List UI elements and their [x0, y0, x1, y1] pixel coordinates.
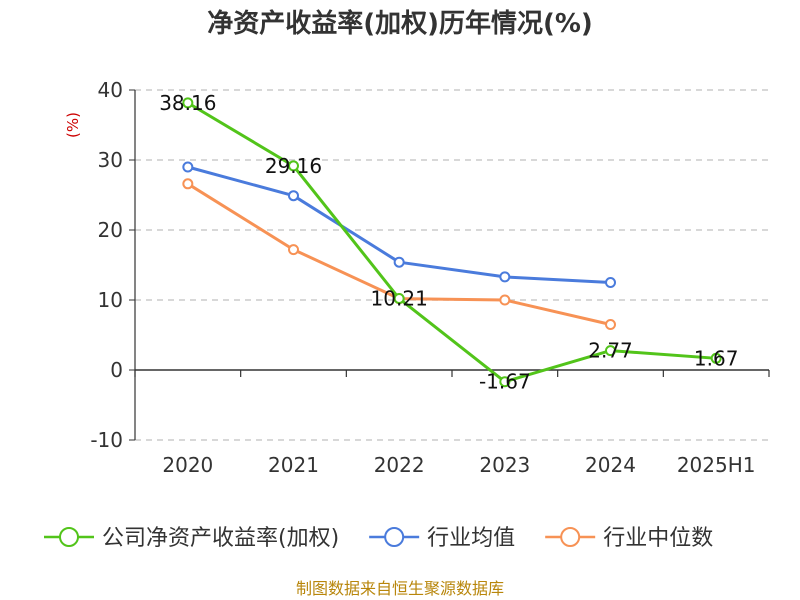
x-tick-label: 2020 — [162, 453, 213, 477]
x-tick-label: 2023 — [479, 453, 530, 477]
legend-marker-icon — [560, 527, 581, 547]
x-tick-label: 2025H1 — [677, 453, 756, 477]
y-tick-label: 20 — [98, 218, 123, 242]
data-label: 10.21 — [371, 287, 428, 311]
data-point[interactable] — [288, 160, 299, 172]
y-tick-label: 30 — [98, 148, 123, 172]
legend-item-1[interactable]: 行业均值 — [369, 526, 515, 551]
data-point[interactable] — [710, 352, 722, 364]
data-point[interactable] — [393, 256, 405, 268]
y-tick-label: -10 — [90, 428, 123, 452]
legend-item-2[interactable]: 行业中位数 — [545, 526, 713, 551]
data-point[interactable] — [499, 294, 511, 306]
legend-label: 行业均值 — [427, 526, 515, 551]
x-tick-label: 2024 — [585, 453, 636, 477]
data-label: 1.67 — [694, 346, 739, 370]
data-point[interactable] — [288, 244, 299, 256]
data-label: -1.67 — [479, 370, 531, 394]
legend[interactable]: 公司净资产收益率(加权) 行业均值 行业中位数 — [44, 526, 713, 551]
data-label: 2.77 — [588, 339, 633, 363]
data-point[interactable] — [605, 277, 616, 288]
data-point[interactable] — [182, 97, 194, 109]
data-point[interactable] — [605, 345, 616, 357]
data-point[interactable] — [182, 161, 194, 173]
x-tick-label: 2022 — [374, 453, 425, 477]
y-tick-label: 10 — [98, 288, 123, 312]
grid-lines — [135, 89, 769, 441]
data-point[interactable] — [182, 178, 194, 190]
source-note: 制图数据来自恒生聚源数据库 — [296, 579, 504, 598]
data-point[interactable] — [393, 293, 405, 305]
legend-marker-icon — [384, 527, 405, 547]
data-label: 38.16 — [159, 91, 216, 115]
data-labels: 38.16 29.16 10.21 -1.67 2.77 1.67 — [159, 91, 738, 394]
legend-label: 行业中位数 — [603, 526, 713, 551]
y-tick-label: 0 — [110, 358, 123, 382]
chart-title: 净资产收益率(加权)历年情况(%) — [207, 8, 593, 39]
x-tick-label: 2021 — [268, 453, 319, 477]
legend-label: 公司净资产收益率(加权) — [102, 526, 339, 551]
y-axis-unit: (%) — [64, 112, 82, 138]
legend-marker-icon — [59, 527, 79, 547]
legend-item-0[interactable]: 公司净资产收益率(加权) — [44, 526, 339, 551]
data-point[interactable] — [605, 319, 616, 330]
data-point[interactable] — [288, 190, 299, 202]
data-point[interactable] — [499, 376, 511, 388]
y-tick-label: 40 — [98, 78, 123, 102]
data-label: 29.16 — [265, 154, 322, 178]
series-lines — [182, 97, 722, 388]
axes: 40 30 20 10 0 -10 2020 2021 2022 2023 2024 2025H1 — [90, 78, 770, 477]
data-point[interactable] — [499, 271, 511, 283]
series-line-0 — [187, 101, 717, 384]
